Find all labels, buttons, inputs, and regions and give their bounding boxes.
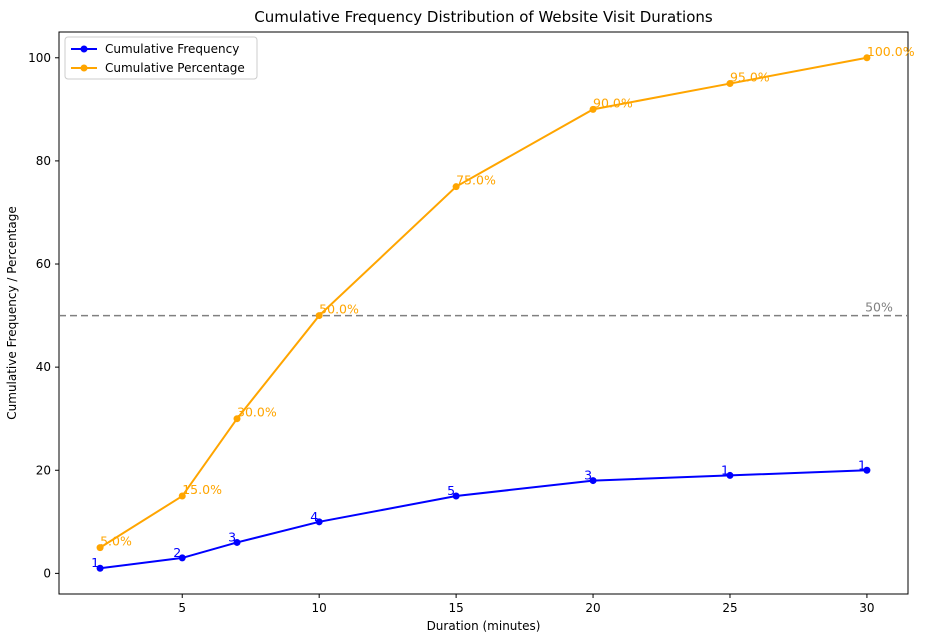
data-point (233, 415, 241, 423)
y-axis-label: Cumulative Frequency / Percentage (5, 206, 19, 419)
legend-marker (80, 64, 88, 72)
series-line (99, 56, 868, 549)
data-point (315, 518, 323, 526)
data-label: 30.0% (237, 405, 277, 420)
series-cumulative-percentage: 5.0% 15.0% 30.0% 50.0% 75.0% 90.0% 95.0% 100.0% (96, 44, 915, 552)
legend-item: Cumulative Frequency (71, 42, 239, 56)
x-tick-label: 15 (448, 601, 463, 615)
data-point (178, 492, 186, 500)
y-tick-label: 60 (36, 257, 51, 271)
data-label: 1 (721, 462, 729, 477)
data-label: 15.0% (182, 482, 222, 497)
x-tick-label: 30 (859, 601, 874, 615)
x-axis-ticks: 5 10 15 20 25 30 (178, 594, 875, 615)
data-point (452, 492, 460, 500)
y-tick-label: 40 (36, 360, 51, 374)
y-axis-ticks: 0 20 40 60 80 100 (28, 51, 59, 580)
legend-label: Cumulative Percentage (105, 61, 245, 75)
data-point (589, 477, 597, 485)
series-line (99, 469, 867, 570)
data-label: 1 (858, 457, 866, 472)
y-tick-label: 0 (43, 566, 51, 580)
data-point (452, 183, 460, 191)
x-tick-label: 5 (178, 601, 186, 615)
data-point (96, 564, 104, 572)
data-point (315, 312, 323, 320)
legend-label: Cumulative Frequency (105, 42, 239, 56)
data-label: 5.0% (100, 534, 132, 549)
data-point (233, 538, 241, 546)
legend: Cumulative Frequency Cumulative Percentag… (64, 36, 258, 80)
x-tick-label: 25 (722, 601, 737, 615)
x-axis-label: Duration (minutes) (427, 619, 541, 633)
data-label: 90.0% (593, 95, 633, 110)
series-cumulative-frequency: 1 2 3 4 5 3 1 1 (91, 457, 871, 572)
data-point (863, 54, 871, 62)
legend-marker (80, 45, 88, 53)
data-point (726, 80, 734, 88)
data-label: 3 (584, 468, 592, 483)
data-label: 50.0% (319, 302, 359, 317)
data-label: 1 (91, 555, 99, 570)
y-tick-label: 80 (36, 154, 51, 168)
chart-title: Cumulative Frequency Distribution of Web… (254, 8, 713, 26)
data-label: 5 (447, 483, 455, 498)
data-point (726, 471, 734, 479)
data-label: 4 (310, 509, 318, 524)
data-label: 2 (173, 545, 181, 560)
data-point (863, 466, 871, 474)
x-tick-label: 10 (312, 601, 327, 615)
data-label: 75.0% (456, 173, 496, 188)
data-point (178, 554, 186, 562)
y-tick-label: 20 (36, 463, 51, 477)
data-point (589, 105, 597, 113)
data-point (96, 544, 104, 552)
reference-line-label: 50% (865, 300, 893, 315)
x-tick-label: 20 (585, 601, 600, 615)
plot-frame (58, 31, 909, 595)
data-label: 100.0% (867, 44, 915, 59)
data-label: 95.0% (730, 70, 770, 85)
legend-box (64, 36, 258, 80)
legend-item: Cumulative Percentage (71, 61, 245, 75)
y-tick-label: 100 (28, 51, 51, 65)
reference-line-group: 50% (59, 300, 908, 317)
data-label: 3 (228, 529, 236, 544)
